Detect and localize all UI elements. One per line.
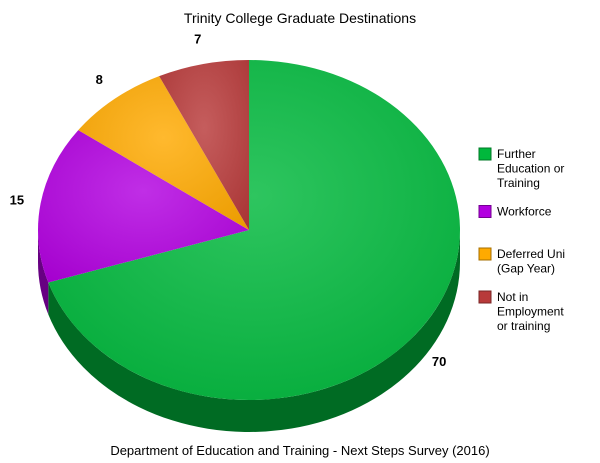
data-label-workforce: 15 xyxy=(10,192,24,207)
legend-label: Deferred Uni xyxy=(497,247,565,261)
chart-source: Department of Education and Training - N… xyxy=(110,443,489,458)
legend-label: Employment xyxy=(497,305,564,319)
data-label-not-in-employment-or-training: 7 xyxy=(194,32,201,47)
chart-title: Trinity College Graduate Destinations xyxy=(184,10,416,26)
legend-swatch xyxy=(478,247,492,261)
pie-slices xyxy=(38,60,460,401)
legend-label: Education or xyxy=(497,162,564,176)
legend-item-workforce: Workforce xyxy=(478,205,552,219)
data-labels: 70 15 8 7 xyxy=(10,32,447,370)
slice-side-workforce xyxy=(38,230,49,315)
slice-side-further-education-or-training xyxy=(48,230,461,433)
legend-label: (Gap Year) xyxy=(497,262,555,276)
legend-swatch xyxy=(478,205,492,218)
data-label-further-education-or-training: 70 xyxy=(432,354,446,369)
legend-label: or training xyxy=(497,319,550,333)
data-label-deferred-uni-gap-year: 8 xyxy=(96,72,103,87)
legend-swatch xyxy=(478,290,492,304)
slice-not-in-employment-or-training xyxy=(159,60,249,230)
legend-label: Workforce xyxy=(497,205,552,219)
slice-workforce xyxy=(38,130,250,283)
legend-label: Training xyxy=(497,176,540,190)
legend-swatch xyxy=(478,147,492,161)
pie-depth xyxy=(38,230,461,433)
slice-further-education-or-training xyxy=(48,60,460,401)
legend-label: Further xyxy=(497,147,536,161)
slice-deferred-uni-gap-year xyxy=(78,76,249,230)
legend-item-deferred-uni-gap-year: Deferred Uni(Gap Year) xyxy=(478,247,565,276)
legend-label: Not in xyxy=(497,290,528,304)
